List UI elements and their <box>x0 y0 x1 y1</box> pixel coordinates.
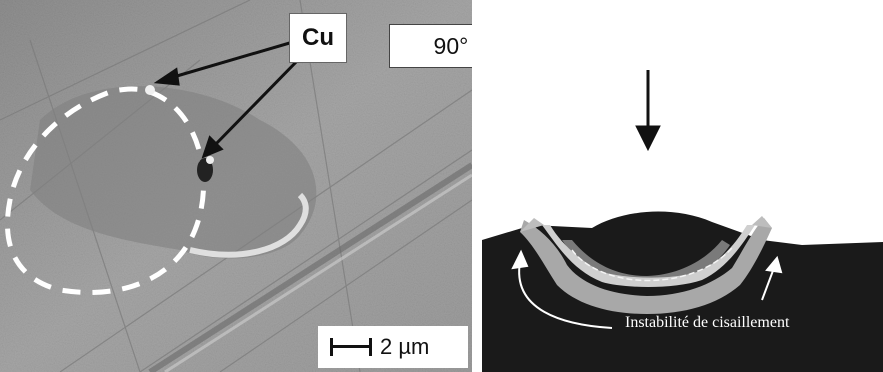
shear-arrows <box>511 249 783 329</box>
crater-outline-dashed <box>4 86 207 295</box>
scale-bar-label: 2 µm <box>380 334 430 359</box>
copper-particle-2 <box>197 158 213 182</box>
copper-arrows <box>153 40 302 159</box>
crater-light-band <box>520 218 772 314</box>
crater-rim-highlight <box>189 192 309 258</box>
scale-bar-icon <box>330 336 372 358</box>
impact-simulation <box>472 0 883 372</box>
surface-ridge <box>148 162 472 372</box>
impact-crater <box>30 86 317 259</box>
jet-line <box>571 247 733 282</box>
copper-particle-1 <box>145 85 155 95</box>
copper-label: Cu <box>289 13 347 63</box>
impact-direction-arrow <box>635 70 661 152</box>
shear-instability-caption: Instabilité de cisaillement <box>625 314 790 331</box>
scale-bar: 2 µm <box>318 326 468 368</box>
